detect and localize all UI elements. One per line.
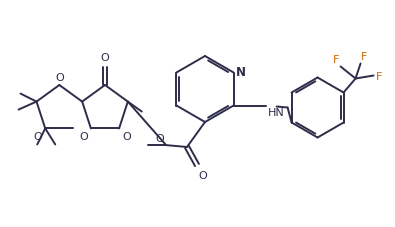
Text: F: F: [333, 54, 340, 64]
Text: O: O: [55, 73, 64, 83]
Text: O: O: [198, 170, 207, 180]
Text: O: O: [79, 132, 88, 142]
Text: O: O: [122, 132, 131, 142]
Text: F: F: [361, 51, 367, 61]
Text: O: O: [34, 132, 42, 142]
Text: O: O: [101, 53, 109, 63]
Text: F: F: [376, 71, 382, 81]
Text: O: O: [155, 133, 164, 143]
Text: HN: HN: [267, 107, 284, 117]
Text: N: N: [235, 66, 246, 79]
